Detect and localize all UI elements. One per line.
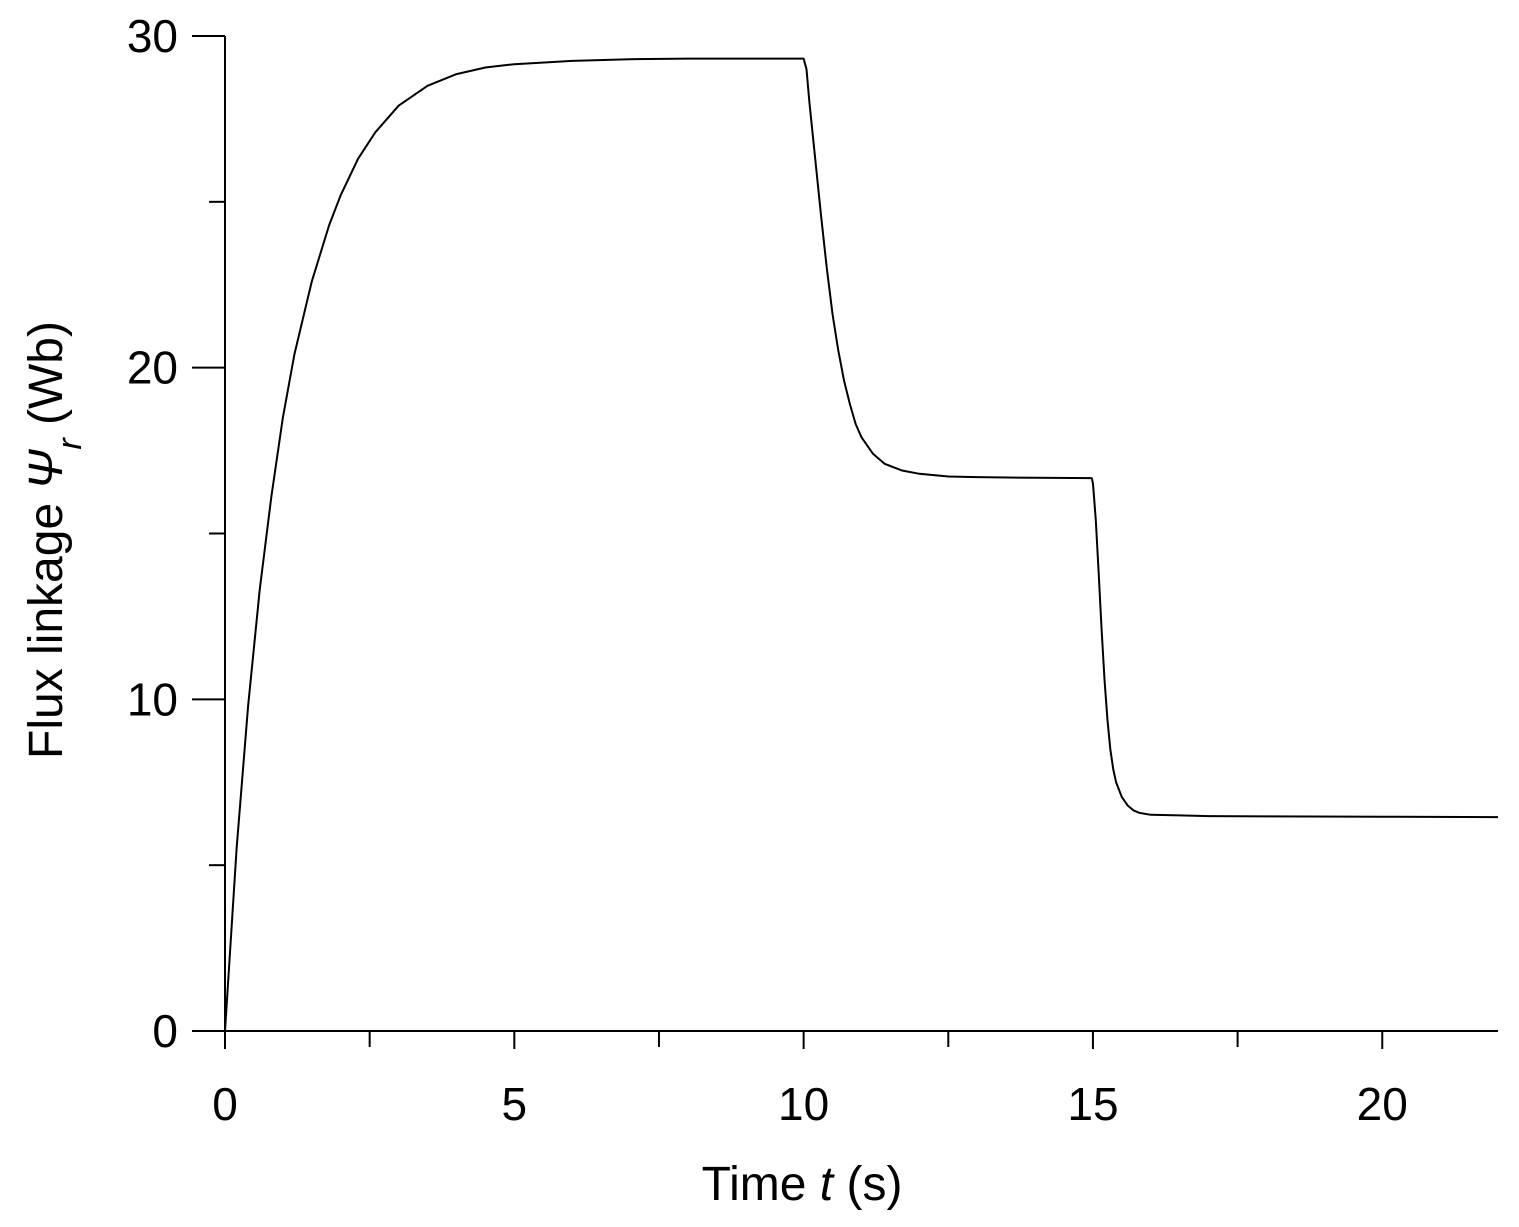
y-axis-title: Flux linkage Ψr (Wb) <box>20 321 89 759</box>
x-tick-label: 15 <box>1067 1078 1118 1130</box>
x-axis-title-variable: t <box>820 1158 835 1211</box>
y-tick-label: 20 <box>127 342 178 394</box>
y-axis-title-suffix: (Wb) <box>20 321 73 438</box>
y-axis-title-prefix: Flux linkage <box>20 490 73 759</box>
y-tick-label: 10 <box>127 673 178 725</box>
x-axis-title-suffix: (s) <box>833 1158 902 1211</box>
x-tick-label: 5 <box>502 1078 528 1130</box>
x-tick-label: 20 <box>1357 1078 1408 1130</box>
ticks <box>192 35 1384 1049</box>
x-tick-label: 10 <box>778 1078 829 1130</box>
x-axis-title-prefix: Time <box>702 1158 820 1211</box>
series-line-1 <box>224 57 1499 1032</box>
series-layer <box>224 57 1499 1032</box>
y-axis-title-variable: Ψ <box>20 449 73 490</box>
x-tick-label: 0 <box>212 1078 238 1130</box>
x-axis-title: Time t (s) <box>702 1158 903 1211</box>
y-tick-label: 30 <box>127 10 178 62</box>
tick-labels: 0 5 10 15 20 0 10 20 30 <box>127 10 1408 1130</box>
y-axis-title-subscript: r <box>51 437 89 450</box>
y-tick-label: 0 <box>152 1005 178 1057</box>
